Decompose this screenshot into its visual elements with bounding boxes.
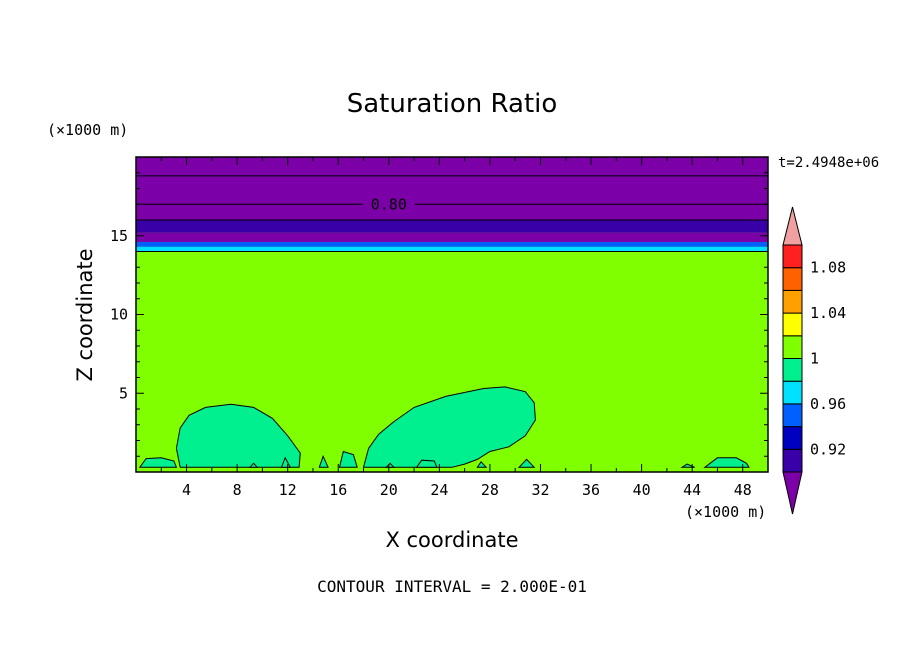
x-tick-label-2: 12 — [279, 481, 297, 499]
x-tick-label-3: 16 — [329, 481, 347, 499]
region-7 — [476, 460, 488, 468]
x-tick-label-11: 48 — [734, 481, 752, 499]
x-tick-label-5: 24 — [430, 481, 448, 499]
time-label: t=2.4948e+06 — [778, 155, 879, 171]
colorbar-segment-5 — [782, 358, 803, 382]
band-2 — [136, 232, 768, 243]
region-9 — [703, 457, 750, 468]
contour-label-0: 0.80 — [371, 195, 407, 213]
region-1 — [362, 386, 536, 468]
y-tick-label-1: 10 — [110, 306, 128, 324]
region-3 — [318, 454, 329, 468]
region-12 — [385, 462, 396, 468]
colorbar-segment-6 — [782, 335, 803, 359]
colorbar-label-2: 1 — [810, 350, 819, 368]
region-6 — [415, 459, 438, 468]
colorbar-label-3: 1.04 — [810, 304, 846, 322]
x-tick-label-4: 20 — [380, 481, 398, 499]
region-2 — [138, 457, 178, 468]
colorbar-segment-9 — [782, 267, 803, 291]
colorbar-under-arrow — [782, 471, 803, 515]
band-1 — [136, 242, 768, 247]
region-11 — [248, 462, 259, 468]
x-axis-unit: (×1000 m) — [685, 503, 766, 521]
colorbar-segment-3 — [782, 403, 803, 428]
contour-field: 0.80 — [136, 157, 768, 472]
y-tick-label-2: 15 — [110, 227, 128, 245]
band-0 — [136, 246, 768, 252]
region-10 — [680, 463, 695, 468]
y-axis-title: Z coordinate — [73, 248, 97, 381]
colorbar-segment-4 — [782, 380, 803, 405]
colorbar-label-4: 1.08 — [810, 259, 846, 277]
x-axis-title: X coordinate — [385, 528, 518, 552]
colorbar-segment-8 — [782, 289, 803, 314]
x-tick-label-9: 40 — [633, 481, 651, 499]
y-axis-unit: (×1000 m) — [47, 121, 128, 139]
x-tick-label-1: 8 — [233, 481, 242, 499]
x-tick-label-8: 36 — [582, 481, 600, 499]
colorbar-over-arrow — [782, 206, 803, 246]
chart-title: Saturation Ratio — [347, 89, 558, 119]
colorbar-label-0: 0.92 — [810, 440, 846, 458]
band-3 — [136, 220, 768, 233]
region-4 — [338, 450, 358, 468]
contour-interval-note: CONTOUR INTERVAL = 2.000E-01 — [317, 577, 587, 596]
x-tick-label-10: 44 — [683, 481, 701, 499]
colorbar-segment-2 — [782, 426, 803, 450]
band-4 — [136, 157, 768, 220]
x-tick-label-0: 4 — [182, 481, 191, 499]
region-8 — [517, 458, 536, 468]
x-tick-label-7: 32 — [531, 481, 549, 499]
colorbar-label-1: 0.96 — [810, 395, 846, 413]
colorbar-segment-10 — [782, 244, 803, 269]
y-tick-label-0: 5 — [119, 384, 128, 402]
colorbar: 0.92 0.96 1 1.04 1.08 — [782, 206, 846, 515]
region-0 — [175, 403, 301, 468]
colorbar-segment-7 — [782, 312, 803, 337]
x-tick-label-6: 28 — [481, 481, 499, 499]
colorbar-segment-1 — [782, 448, 803, 473]
